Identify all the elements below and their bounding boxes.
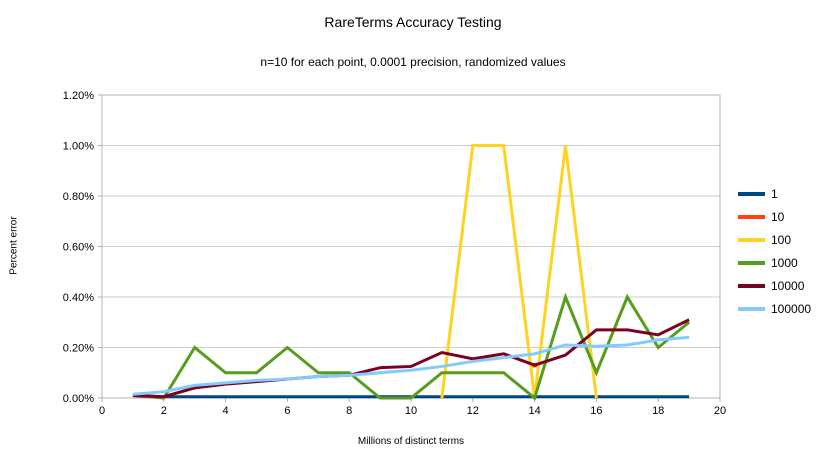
x-tick-label: 2 [161,405,167,417]
x-tick-label: 18 [652,405,664,417]
legend-label: 10 [771,209,785,224]
y-tick-label: 0.80% [63,191,94,203]
series-line-10000 [132,318,690,399]
legend-item-10: 10 [738,205,834,228]
legend-label: 10000 [771,278,805,293]
x-tick-label: 14 [528,405,540,417]
x-tick-label: 10 [405,405,417,417]
x-tick-label: 6 [284,405,290,417]
legend-item-100000: 100000 [738,297,834,320]
legend-swatch-10 [738,214,765,219]
legend-item-1000: 1000 [738,251,834,274]
legend-swatch-100 [738,237,765,242]
legend-label: 100 [771,232,792,247]
legend-swatch-1000 [738,260,765,265]
chart-subtitle: n=10 for each point, 0.0001 precision, r… [260,55,566,69]
legend: 1 10 100 1000 10000 100000 [738,182,834,320]
x-tick-label: 8 [346,405,352,417]
legend-swatch-100000 [738,306,765,311]
series-line-100000 [132,335,690,396]
legend-item-100: 100 [738,228,834,251]
legend-label: 100000 [771,301,812,316]
legend-swatch-1 [738,191,765,196]
series-line-1000 [132,292,691,401]
legend-item-10000: 10000 [738,274,834,297]
x-tick-label: 16 [590,405,602,417]
y-tick-label: 1.00% [63,141,94,153]
x-tick-label: 12 [467,405,479,417]
y-tick-label: 0.00% [63,393,94,405]
legend-swatch-10000 [738,283,765,288]
y-tick-label: 0.60% [63,242,94,254]
legend-item-1: 1 [738,182,834,205]
chart-title: RareTerms Accuracy Testing [324,14,502,30]
x-axis-title: Millions of distinct terms [357,436,465,447]
x-tick-label: 4 [223,405,229,417]
y-axis-title: Percent error [8,216,20,275]
y-tick-label: 0.20% [63,343,94,355]
series-line-100 [440,144,598,399]
x-tick-label: 20 [714,405,726,417]
y-tick-label: 1.20% [63,90,94,102]
legend-label: 1 [771,186,778,201]
y-tick-label: 0.40% [63,292,94,304]
legend-label: 1000 [771,255,798,270]
x-tick-label: 0 [99,405,105,417]
